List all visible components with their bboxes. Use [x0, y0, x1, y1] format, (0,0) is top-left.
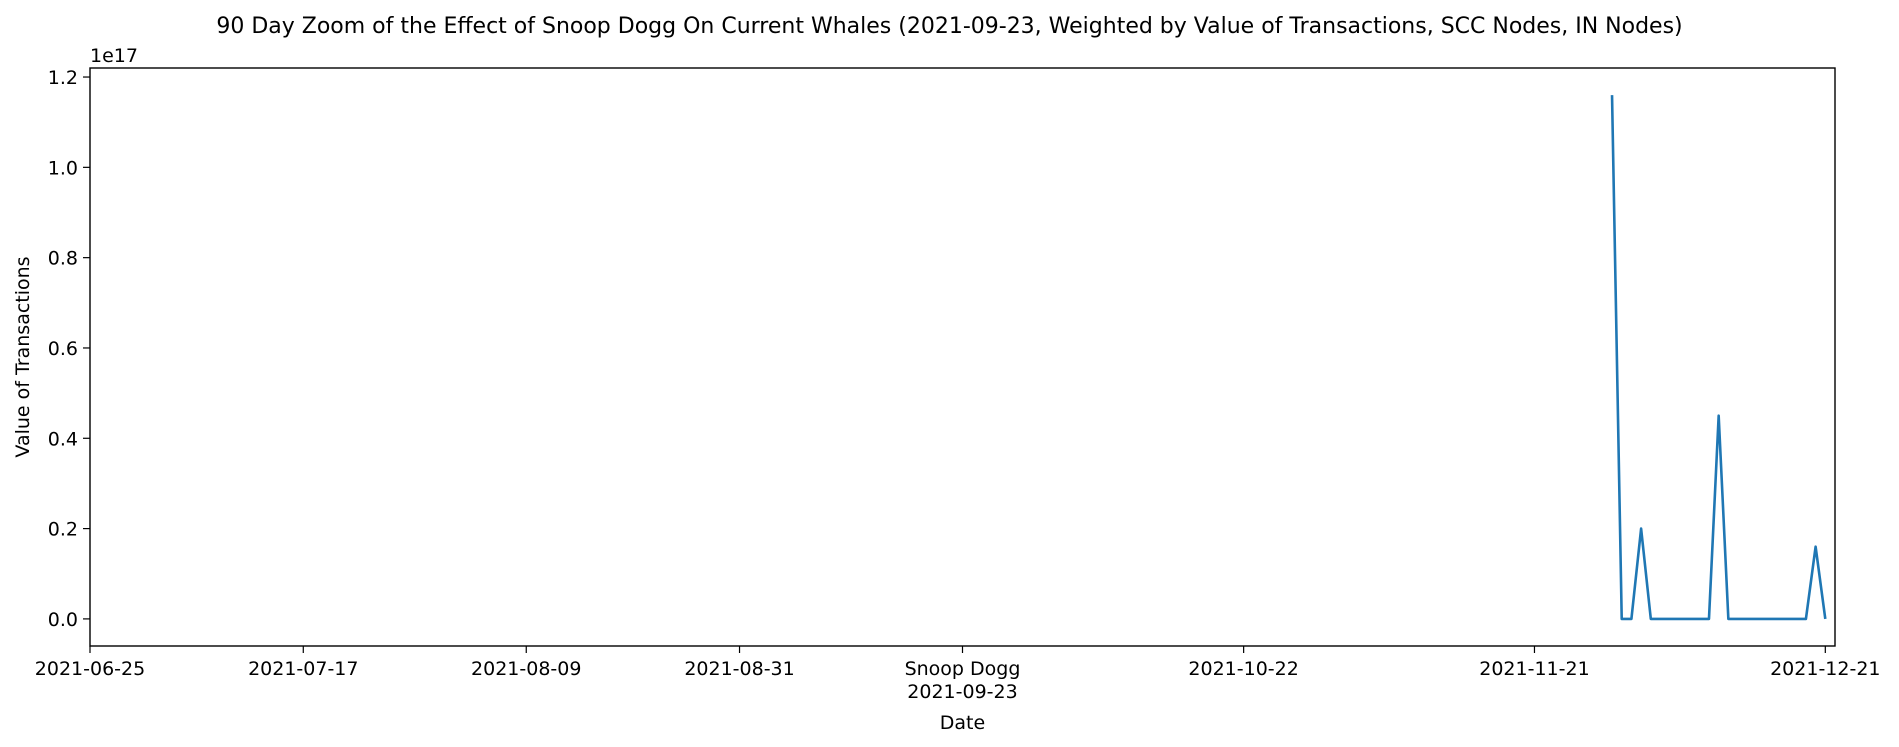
plot-area — [89, 67, 1836, 647]
y-axis-offset-label: 1e17 — [90, 45, 138, 67]
y-tick-label: 1.0 — [48, 157, 78, 179]
event-annotation-label: Snoop Dogg — [905, 658, 1021, 680]
y-tick-label: 0.6 — [48, 338, 78, 360]
y-tick-label: 0.4 — [48, 428, 78, 450]
series-layer — [1610, 95, 1827, 621]
y-tick-label: 1.2 — [48, 67, 78, 89]
x-axis: 2021-06-25 2021-07-17 2021-08-09 2021-08-31… — [35, 646, 1881, 703]
x-tick-label: 2021-06-25 — [35, 658, 145, 680]
x-tick-label: 2021-09-23 — [907, 681, 1017, 703]
series-line — [1610, 95, 1827, 621]
chart-title: 90 Day Zoom of the Effect of Snoop Dogg … — [216, 14, 1682, 39]
y-tick-label: 0.0 — [48, 609, 78, 631]
y-axis: 0.0 0.2 0.4 0.6 0.8 1.0 1.2 — [48, 67, 90, 631]
x-tick-label: 2021-07-17 — [248, 658, 358, 680]
y-axis-label: Value of Transactions — [12, 256, 34, 457]
x-tick-label: 2021-08-09 — [471, 658, 581, 680]
x-tick-label: 2021-10-22 — [1188, 658, 1298, 680]
x-axis-label: Date — [940, 712, 985, 734]
plot-frame — [89, 67, 1836, 647]
y-tick-label: 0.8 — [48, 248, 78, 270]
x-tick-label: 2021-11-21 — [1479, 658, 1589, 680]
x-tick-label: 2021-12-21 — [1770, 658, 1880, 680]
y-tick-label: 0.2 — [48, 519, 78, 541]
x-tick-label: 2021-08-31 — [684, 658, 794, 680]
